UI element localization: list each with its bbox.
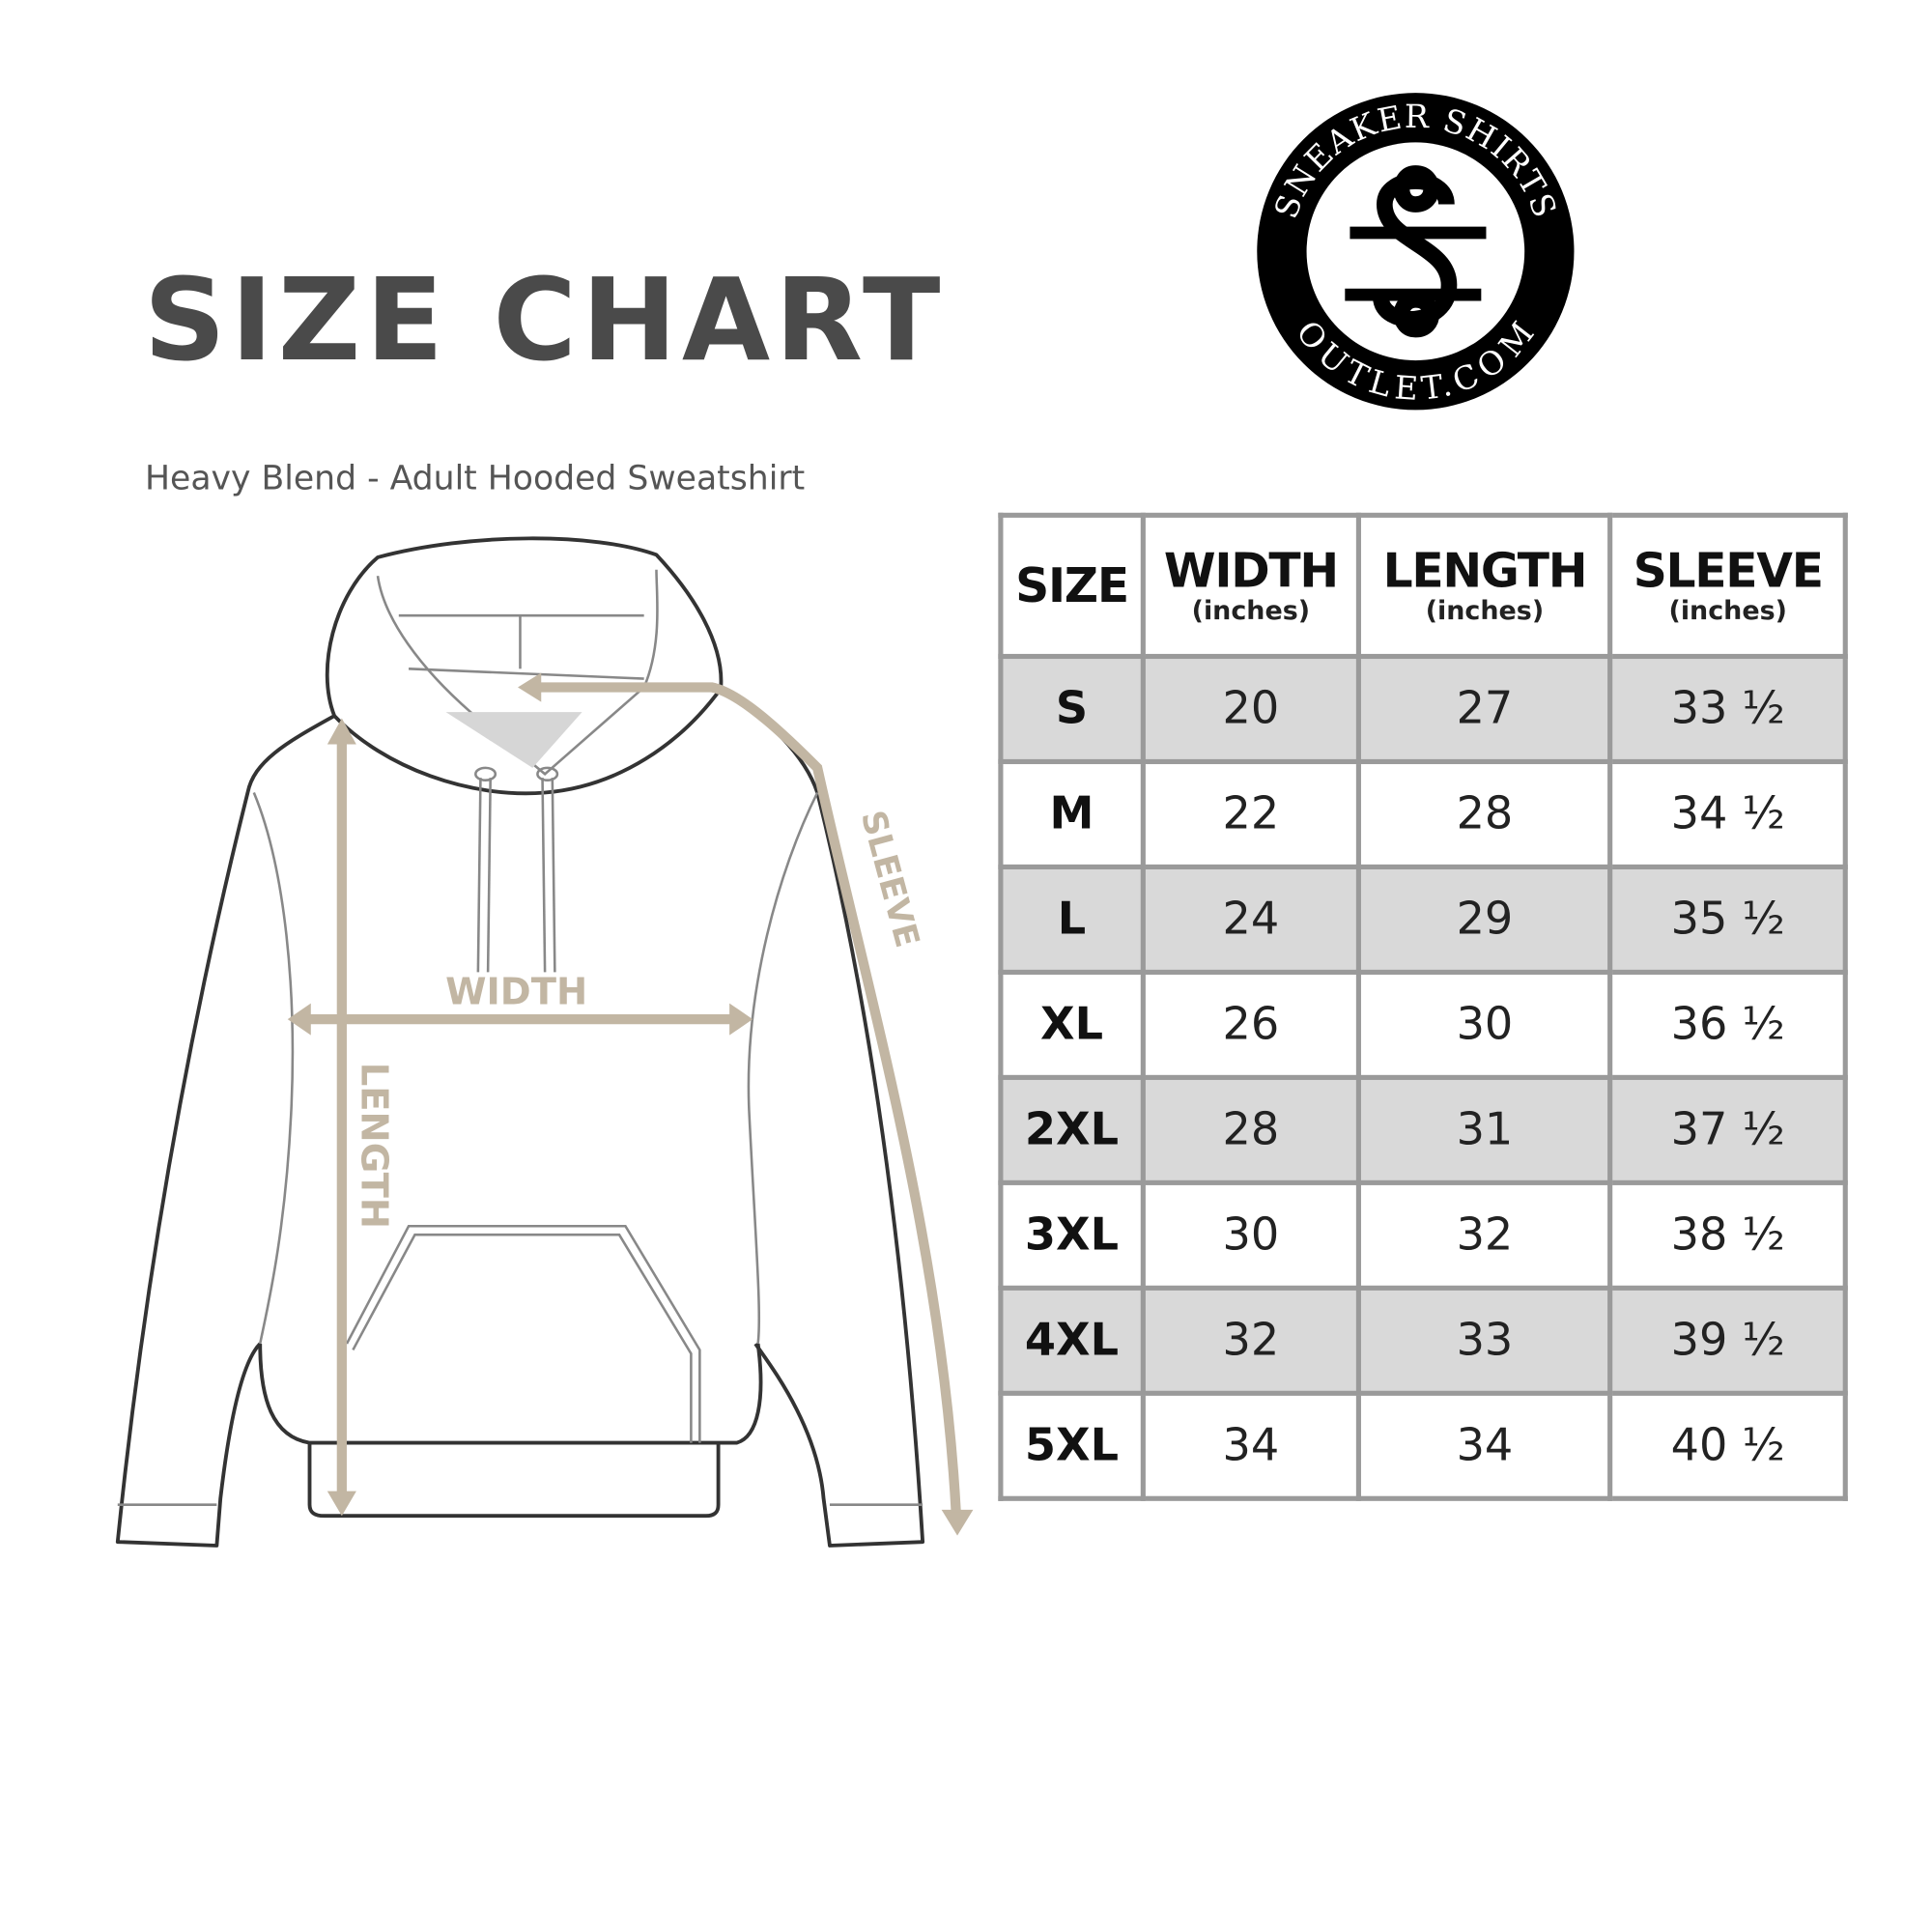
column-header-size: SIZE	[998, 512, 1146, 660]
measure-cell-length: 27	[1356, 653, 1613, 765]
table-header-row: SIZE WIDTH (inches) LENGTH (inches) SLEEVE (in…	[998, 512, 1848, 660]
measure-cell-width: 30	[1140, 1179, 1362, 1291]
measure-cell-length: 31	[1356, 1074, 1613, 1185]
column-unit: (inches)	[1425, 595, 1545, 626]
measure-cell-width: 26	[1140, 969, 1362, 1080]
table-row: 2XL 28 31 37 ½	[998, 1074, 1848, 1185]
measure-cell-width: 28	[1140, 1074, 1362, 1185]
size-cell: 2XL	[998, 1074, 1146, 1185]
size-cell: L	[998, 864, 1146, 975]
size-cell: 4XL	[998, 1285, 1146, 1396]
measure-cell-sleeve: 33 ½	[1607, 653, 1848, 765]
size-cell: XL	[998, 969, 1146, 1080]
table-row: XL 26 30 36 ½	[998, 969, 1848, 1080]
column-unit: (inches)	[1668, 595, 1787, 626]
size-cell: 3XL	[998, 1179, 1146, 1291]
column-header-length: LENGTH (inches)	[1356, 512, 1613, 660]
column-label: SIZE	[1015, 558, 1129, 613]
measure-cell-length: 30	[1356, 969, 1613, 1080]
hood-lining	[445, 712, 582, 768]
column-label: LENGTH	[1382, 543, 1588, 599]
hoodie-details	[117, 569, 923, 1506]
measure-cell-length: 33	[1356, 1285, 1613, 1396]
measure-cell-sleeve: 37 ½	[1607, 1074, 1848, 1185]
sleeve-arrow	[534, 682, 961, 1514]
product-subtitle: Heavy Blend - Adult Hooded Sweatshirt	[144, 459, 806, 498]
measure-cell-sleeve: 39 ½	[1607, 1285, 1848, 1396]
column-header-sleeve: SLEEVE (inches)	[1607, 512, 1848, 660]
size-table: SIZE WIDTH (inches) LENGTH (inches) SLEEVE (in…	[998, 512, 1848, 1501]
measure-cell-width: 22	[1140, 758, 1362, 869]
measure-arrows	[287, 672, 974, 1536]
measure-cell-length: 28	[1356, 758, 1613, 869]
column-label: SLEEVE	[1633, 543, 1824, 599]
size-cell: 5XL	[998, 1390, 1146, 1501]
hoodie-outline	[115, 536, 925, 1548]
measure-cell-sleeve: 34 ½	[1607, 758, 1848, 869]
table-row: M 22 28 34 ½	[998, 758, 1848, 869]
measure-cell-sleeve: 35 ½	[1607, 864, 1848, 975]
page-title: SIZE CHART	[143, 253, 946, 386]
length-label: LENGTH	[352, 1063, 395, 1229]
measure-cell-width: 32	[1140, 1285, 1362, 1396]
column-label: WIDTH	[1163, 543, 1339, 599]
width-label: WIDTH	[445, 971, 587, 1014]
measure-cell-sleeve: 36 ½	[1607, 969, 1848, 1080]
size-cell: M	[998, 758, 1146, 869]
table-row: 4XL 32 33 39 ½	[998, 1285, 1848, 1396]
measure-cell-length: 29	[1356, 864, 1613, 975]
brand-logo: SNEAKER SHIRTS OUTLET.COM	[1257, 93, 1575, 411]
measure-cell-width: 20	[1140, 653, 1362, 765]
measure-cell-sleeve: 38 ½	[1607, 1179, 1848, 1291]
table-row: S 20 27 33 ½	[998, 653, 1848, 765]
size-cell: S	[998, 653, 1146, 765]
measure-cell-width: 24	[1140, 864, 1362, 975]
table-row: 5XL 34 34 40 ½	[998, 1390, 1848, 1501]
table-row: L 24 29 35 ½	[998, 864, 1848, 975]
hoodie-diagram: WIDTH LENGTH SLEEVE	[115, 536, 974, 1548]
measure-cell-width: 34	[1140, 1390, 1362, 1501]
sleeve-label: SLEEVE	[853, 807, 926, 952]
column-header-width: WIDTH (inches)	[1140, 512, 1362, 660]
column-unit: (inches)	[1191, 595, 1311, 626]
measure-cell-length: 34	[1356, 1390, 1613, 1501]
table-row: 3XL 30 32 38 ½	[998, 1179, 1848, 1291]
measure-cell-length: 32	[1356, 1179, 1613, 1291]
measure-cell-sleeve: 40 ½	[1607, 1390, 1848, 1501]
